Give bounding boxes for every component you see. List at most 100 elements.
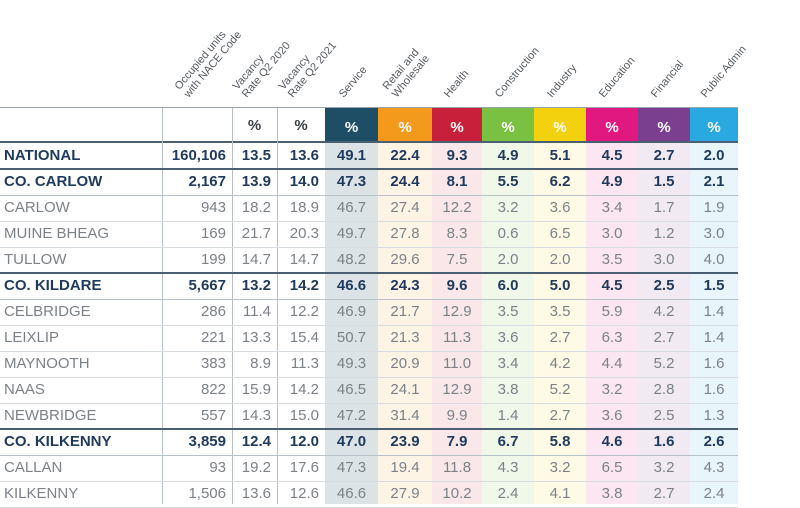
v21-percent-header: % (294, 116, 308, 134)
v20-value: 19.2 (241, 459, 271, 476)
v20-value: 13.6 (241, 485, 271, 502)
public_admin-value: 1.4 (703, 303, 725, 320)
row-rule (0, 403, 738, 404)
service-value: 49.3 (336, 355, 367, 372)
service-value: 46.6 (336, 485, 367, 502)
education-value: 4.5 (601, 277, 623, 294)
education-value: 5.9 (601, 303, 623, 320)
education-column-tint (586, 108, 638, 504)
row-name: LEIXLIP (4, 329, 60, 346)
units-value: 160,106 (171, 147, 226, 164)
industry-header-label: Industry (545, 62, 579, 100)
public_admin-value: 2.4 (703, 485, 725, 502)
units-value: 383 (200, 355, 226, 372)
construction-header-label: Construction (493, 45, 542, 100)
construction-value: 0.6 (497, 225, 519, 242)
financial-value: 2.5 (653, 407, 675, 424)
column-separator (277, 108, 278, 504)
industry-value: 2.7 (549, 407, 571, 424)
table-row-county: CO. CARLOW 2,167 13.9 14.0 47.3 24.4 8.1 5.5 6.2… (0, 169, 738, 195)
row-name: KILKENNY (4, 485, 79, 502)
public_admin-value: 1.4 (703, 329, 725, 346)
v21-value: 15.4 (289, 329, 319, 346)
v20-value: 13.9 (241, 173, 271, 190)
row-name: CELBRIDGE (4, 303, 91, 320)
table-row: KILKENNY 1,506 13.6 12.6 46.6 27.9 10.2 2.4 4.1 3… (0, 481, 738, 507)
public_admin-value: 1.3 (703, 407, 725, 424)
v20-value: 18.2 (241, 199, 271, 216)
service-percent-header: % (325, 113, 378, 142)
v20-value: 13.2 (241, 277, 271, 294)
industry-color-bar (534, 108, 586, 113)
health-value: 11.3 (442, 329, 472, 346)
industry-value: 3.2 (549, 459, 571, 476)
education-header-label: Education (597, 55, 638, 100)
construction-color-bar (482, 108, 534, 113)
service-value: 50.7 (336, 329, 367, 346)
financial-value: 1.6 (653, 433, 675, 450)
section-rule (0, 428, 738, 430)
retail-value: 24.4 (390, 173, 420, 190)
units-value: 2,167 (188, 173, 226, 190)
service-value: 47.0 (336, 433, 367, 450)
construction-value: 3.2 (497, 199, 519, 216)
service-value: 46.7 (336, 199, 367, 216)
financial-value: 3.2 (653, 459, 675, 476)
header-bottom-rule (0, 141, 738, 143)
financial-value: 2.5 (653, 277, 675, 294)
education-value: 3.4 (601, 199, 623, 216)
section-rule (0, 272, 738, 274)
education-percent-header: % (586, 113, 638, 142)
v21-value: 15.0 (289, 407, 319, 424)
education-value: 3.2 (601, 381, 623, 398)
units-value: 93 (209, 459, 226, 476)
health-value: 11.0 (442, 355, 472, 372)
row-name: NAAS (4, 381, 45, 398)
v20-value: 13.3 (241, 329, 271, 346)
retail-header-label: Retail and Wholesale (381, 45, 432, 100)
industry-value: 2.0 (549, 251, 571, 268)
v21-value: 11.3 (290, 355, 319, 372)
retail-value: 19.4 (390, 459, 420, 476)
service-column-tint (325, 108, 378, 504)
service-value: 47.3 (336, 459, 367, 476)
v21-value: 17.6 (289, 459, 319, 476)
retail-column-tint (378, 108, 432, 504)
units-value: 221 (200, 329, 226, 346)
financial-header-label: Financial (649, 59, 686, 100)
table-row: CARLOW 943 18.2 18.9 46.7 27.4 12.2 3.2 3.6 3.4 1.… (0, 195, 738, 221)
public_admin-header-label: Public Admin (699, 44, 749, 100)
public_admin-value: 1.5 (703, 277, 725, 294)
table-row: NAAS 822 15.9 14.2 46.5 24.1 12.9 3.8 5.2 3.2 2.8 1… (0, 377, 738, 403)
public_admin-value: 4.3 (703, 459, 725, 476)
industry-header-line: Industry (544, 62, 580, 100)
public_admin-value: 1.6 (703, 355, 725, 372)
industry-value: 5.2 (549, 381, 571, 398)
units-header-label: Occupied units with NACE Code (173, 21, 244, 100)
county-rule (0, 455, 738, 456)
health-percent-header: % (432, 113, 482, 142)
education-value: 4.6 (601, 433, 623, 450)
retail-value: 24.3 (390, 277, 420, 294)
public_admin-value: 4.0 (703, 251, 725, 268)
education-color-bar (586, 108, 638, 113)
construction-value: 4.3 (497, 459, 519, 476)
row-rule (0, 351, 738, 352)
public_admin-value: 1.6 (703, 381, 725, 398)
retail-value: 21.7 (390, 303, 420, 320)
v20-percent-header: % (247, 116, 262, 134)
units-value: 169 (200, 225, 226, 242)
row-name: CO. KILKENNY (4, 433, 112, 450)
education-value: 6.5 (601, 459, 623, 476)
retail-percent-header: % (378, 113, 432, 142)
table-row: MAYNOOTH 383 8.9 11.3 49.3 20.9 11.0 3.4 4.2 4.4 5… (0, 351, 738, 377)
health-value: 12.9 (442, 381, 472, 398)
education-value: 4.9 (601, 173, 623, 190)
service-value: 47.3 (336, 173, 367, 190)
table-row: TULLOW 199 14.7 14.7 48.2 29.6 7.5 2.0 2.0 3.5 3.0… (0, 247, 738, 273)
industry-percent-header: % (534, 113, 586, 142)
v21-value: 14.2 (289, 381, 319, 398)
row-name: CARLOW (4, 199, 70, 216)
retail-value: 21.3 (390, 329, 420, 346)
units-value: 5,667 (188, 277, 226, 294)
